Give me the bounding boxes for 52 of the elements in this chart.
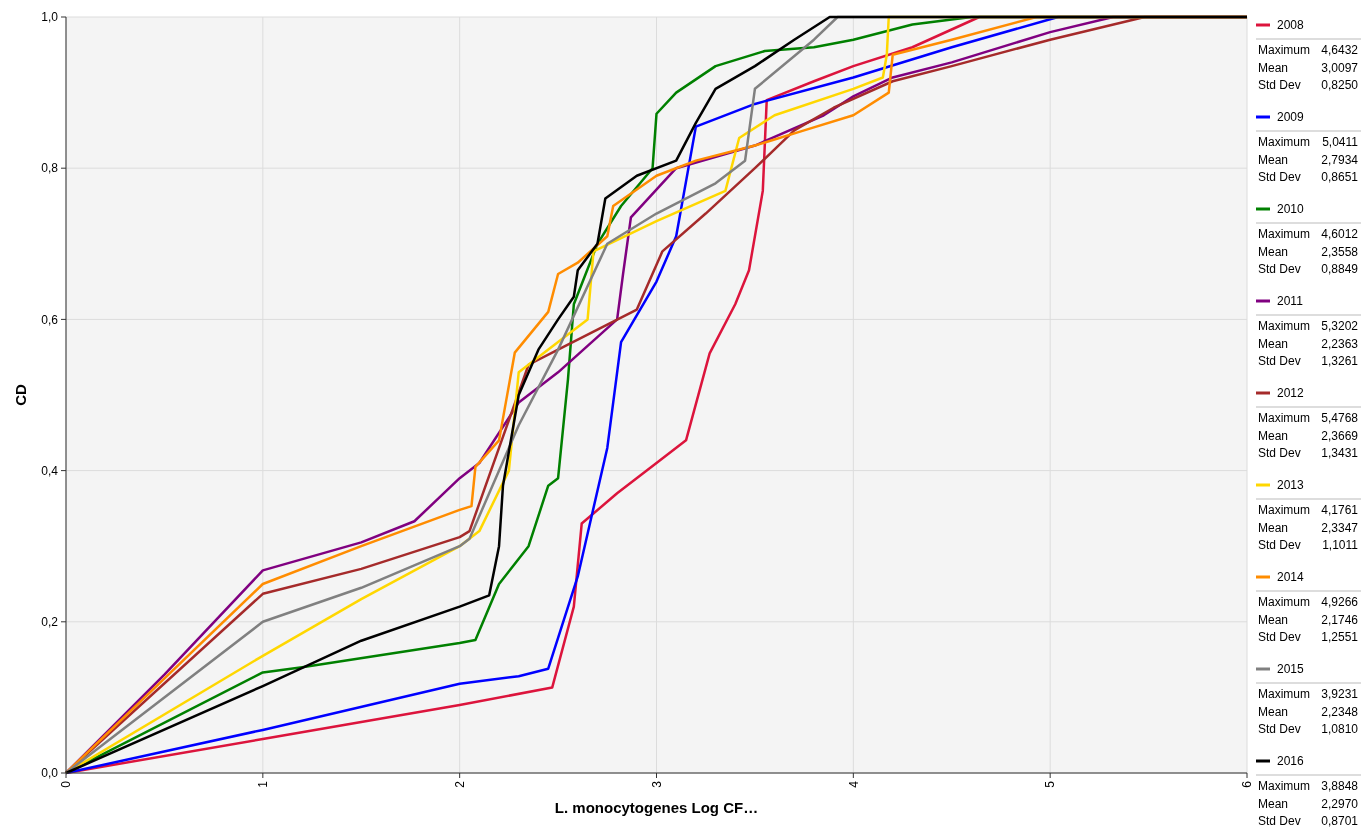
text: Std Dev 1,0810	[1258, 722, 1358, 737]
x-tick-label: 6	[1240, 780, 1255, 788]
y-tick-label: 1,0	[41, 10, 59, 25]
text: Mean 2,2348	[1258, 704, 1358, 719]
text: Maximum 4,6012	[1258, 227, 1359, 242]
text: Std Dev 1,1011	[1258, 538, 1358, 553]
y-tick-label: 0,8	[41, 161, 59, 176]
text: Mean 3,0097	[1258, 60, 1358, 75]
legend-label: 2015	[1277, 662, 1305, 677]
y-tick-label: 0,6	[41, 312, 59, 327]
text: Maximum 4,1761	[1258, 503, 1359, 518]
text: Std Dev 1,3261	[1258, 354, 1358, 369]
text: Maximum 5,3202	[1258, 319, 1359, 334]
legend-label: 2011	[1277, 294, 1304, 309]
x-axis-title: L. monocytogenes Log CF…	[554, 799, 759, 816]
text: Std Dev 0,8651	[1258, 170, 1358, 185]
text: Maximum 4,9266	[1258, 595, 1359, 610]
text: Mean 2,3669	[1258, 428, 1358, 443]
legend-label: 2016	[1277, 754, 1305, 769]
y-axis-title: CD	[12, 384, 29, 406]
legend-label: 2012	[1277, 386, 1305, 401]
x-tick-label: 2	[452, 780, 467, 788]
text: Mean 2,2363	[1258, 336, 1358, 351]
line-series	[64, 15, 1249, 775]
text: Std Dev 1,3431	[1258, 446, 1358, 461]
y-tick-label: 0,0	[41, 766, 59, 781]
legend-label: 2013	[1277, 478, 1305, 493]
text: Std Dev 0,8701	[1258, 814, 1358, 827]
text: Mean 2,7934	[1258, 152, 1358, 167]
x-tick-label: 5	[1043, 780, 1058, 788]
text: Maximum 5,4768	[1258, 411, 1359, 426]
x-tick-label: 0	[59, 780, 74, 788]
text: Maximum 4,6432	[1258, 43, 1359, 58]
text: Std Dev 0,8849	[1258, 262, 1358, 277]
text: Mean 2,3558	[1258, 244, 1358, 259]
text: Maximum 3,8848	[1258, 779, 1359, 794]
legend-label: 2010	[1277, 202, 1305, 217]
y-tick-label: 0,2	[41, 615, 59, 629]
y-tick-label: 0,4	[41, 463, 59, 478]
text: Maximum 5,0411	[1258, 135, 1359, 150]
text: Maximum 3,9231	[1258, 687, 1359, 702]
legend-label: 2009	[1277, 110, 1305, 125]
x-tick-label: 3	[649, 780, 664, 788]
text: Std Dev 0,8250	[1258, 78, 1358, 93]
legend-label: 2008	[1277, 18, 1305, 33]
x-tick-label: 1	[256, 780, 271, 788]
text: Mean 2,1746	[1258, 612, 1358, 627]
legend-label: 2014	[1277, 570, 1305, 585]
x-tick-label: 4	[846, 780, 861, 788]
text: Std Dev 1,2551	[1258, 630, 1358, 645]
text: Mean 2,2970	[1258, 796, 1358, 811]
text: Mean 2,3347	[1258, 520, 1358, 535]
